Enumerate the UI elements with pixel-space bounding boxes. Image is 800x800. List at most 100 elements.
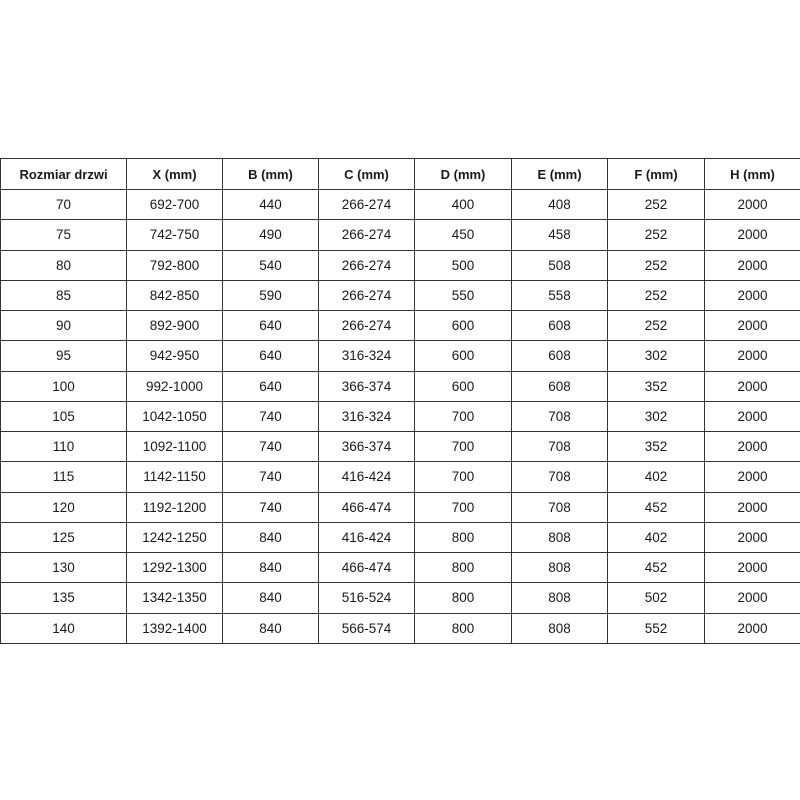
table-cell: 992-1000 [126,370,223,402]
table-cell: 708 [511,430,608,463]
table-cell: 2000 [704,370,800,402]
table-cell: 80 [0,249,127,281]
table-cell: 1192-1200 [126,491,223,523]
table-cell: 130 [0,551,127,584]
table-cell: 502 [607,582,705,614]
table-cell: 90 [0,309,127,342]
table-cell: 892-900 [126,309,223,342]
table-cell: 416-424 [318,521,415,554]
table-cell: 416-424 [318,461,415,493]
column-header: H (mm) [704,158,800,190]
table-cell: 540 [222,249,319,281]
table-cell: 1392-1400 [126,612,223,644]
table-cell: 1292-1300 [126,551,223,584]
table-cell: 366-374 [318,370,415,402]
table-cell: 700 [414,491,512,523]
table-cell: 2000 [704,340,800,372]
table-row: 125 1242-1250 840 416-424 800 808 402 2000 [0,521,800,554]
table-row: 80 792-800 540 266-274 500 508 252 2000 [0,249,800,281]
table-row: 70 692-700 440 266-274 400 408 252 2000 [0,188,800,221]
table-cell: 840 [222,521,319,554]
table-cell: 808 [511,582,608,614]
table-cell: 700 [414,400,512,433]
column-header: D (mm) [414,158,512,190]
table-cell: 366-374 [318,430,415,463]
table-cell: 252 [607,309,705,342]
table-cell: 692-700 [126,188,223,221]
table-cell: 700 [414,461,512,493]
table-cell: 252 [607,219,705,251]
table-cell: 440 [222,188,319,221]
table-cell: 800 [414,612,512,644]
table-cell: 302 [607,340,705,372]
table-row: 90 892-900 640 266-274 600 608 252 2000 [0,309,800,342]
table-cell: 550 [414,279,512,312]
table-cell: 85 [0,279,127,312]
table-cell: 2000 [704,309,800,342]
table-cell: 2000 [704,219,800,251]
table-cell: 508 [511,249,608,281]
table-cell: 352 [607,430,705,463]
table-cell: 115 [0,461,127,493]
dimensions-table: Rozmiar drzwi X (mm) B (mm) C (mm) D (mm) E (… [0,158,800,644]
table-cell: 708 [511,461,608,493]
table-cell: 266-274 [318,219,415,251]
table-row: 140 1392-1400 840 566-574 800 808 552 2000 [0,612,800,644]
table-cell: 490 [222,219,319,251]
table-row: 105 1042-1050 740 316-324 700 708 302 2000 [0,400,800,433]
table-cell: 840 [222,551,319,584]
table-cell: 452 [607,491,705,523]
column-header: X (mm) [126,158,223,190]
column-header: B (mm) [222,158,319,190]
column-header: C (mm) [318,158,415,190]
table-cell: 75 [0,219,127,251]
table-cell: 740 [222,491,319,523]
column-header: F (mm) [607,158,705,190]
table-cell: 252 [607,279,705,312]
table-cell: 2000 [704,521,800,554]
table-cell: 840 [222,582,319,614]
column-header: Rozmiar drzwi [0,158,127,190]
table-cell: 2000 [704,491,800,523]
table-cell: 640 [222,340,319,372]
table-cell: 100 [0,370,127,402]
table-cell: 608 [511,340,608,372]
table-cell: 266-274 [318,188,415,221]
table-row: 85 842-850 590 266-274 550 558 252 2000 [0,279,800,312]
table-cell: 2000 [704,279,800,312]
table-cell: 740 [222,461,319,493]
table-cell: 266-274 [318,249,415,281]
table-cell: 552 [607,612,705,644]
table-cell: 516-524 [318,582,415,614]
table-cell: 302 [607,400,705,433]
table-cell: 266-274 [318,309,415,342]
table-cell: 500 [414,249,512,281]
table-row: 115 1142-1150 740 416-424 700 708 402 2000 [0,461,800,493]
table-cell: 2000 [704,249,800,281]
table-cell: 792-800 [126,249,223,281]
table-cell: 740 [222,430,319,463]
table-cell: 105 [0,400,127,433]
table-cell: 740 [222,400,319,433]
table-cell: 708 [511,491,608,523]
table-cell: 608 [511,370,608,402]
table-cell: 140 [0,612,127,644]
table-cell: 400 [414,188,512,221]
table-cell: 800 [414,551,512,584]
table-cell: 95 [0,340,127,372]
table-cell: 110 [0,430,127,463]
table-cell: 1142-1150 [126,461,223,493]
table-cell: 2000 [704,551,800,584]
table-cell: 808 [511,551,608,584]
table-cell: 808 [511,612,608,644]
table-row: 110 1092-1100 740 366-374 700 708 352 2000 [0,430,800,463]
table-cell: 2000 [704,188,800,221]
table-cell: 708 [511,400,608,433]
table-cell: 1042-1050 [126,400,223,433]
table-cell: 600 [414,370,512,402]
table-cell: 700 [414,430,512,463]
table-cell: 1092-1100 [126,430,223,463]
table-cell: 808 [511,521,608,554]
table-cell: 266-274 [318,279,415,312]
table-row: 95 942-950 640 316-324 600 608 302 2000 [0,340,800,372]
